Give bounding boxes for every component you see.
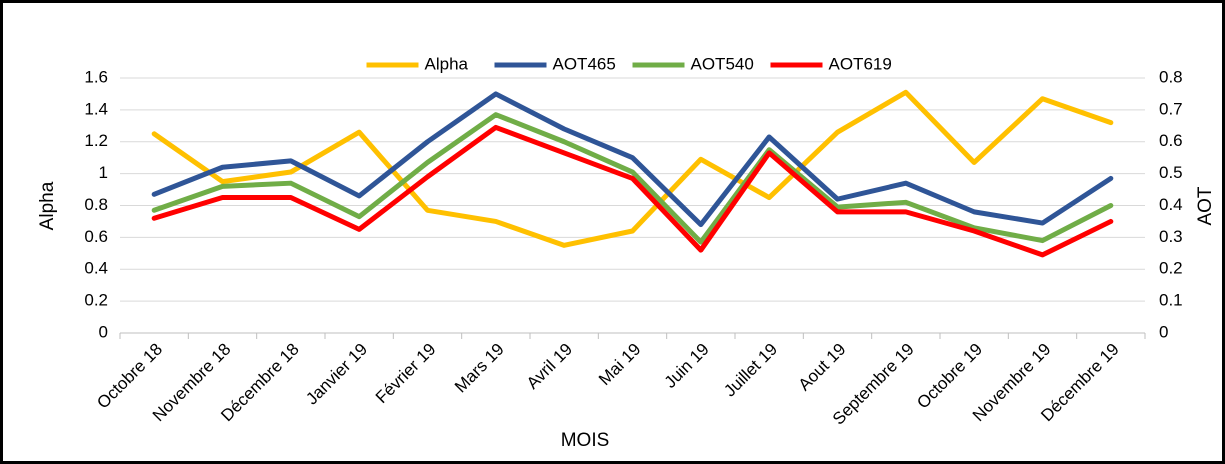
series-line bbox=[151, 112, 1114, 245]
y2-tick-label: 0.7 bbox=[1159, 99, 1183, 118]
series-line bbox=[151, 89, 1114, 248]
y2-axis-label: AOT bbox=[1195, 186, 1216, 225]
y2-tick-label: 0.8 bbox=[1159, 67, 1183, 86]
y-tick-label: 0.8 bbox=[84, 195, 108, 214]
y2-tick-label: 0.4 bbox=[1159, 195, 1183, 214]
y-tick-label: 1.6 bbox=[84, 67, 108, 86]
y-tick-label: 0.2 bbox=[84, 291, 108, 310]
y-tick-label: 0.6 bbox=[84, 227, 108, 246]
y-tick-label: 1 bbox=[99, 163, 108, 182]
y2-tick-label: 0 bbox=[1159, 322, 1168, 341]
y2-tick-label: 0.2 bbox=[1159, 259, 1183, 278]
y2-tick-label: 0.3 bbox=[1159, 227, 1183, 246]
legend-label: AOT465 bbox=[553, 54, 616, 73]
y2-tick-label: 0.5 bbox=[1159, 163, 1183, 182]
y2-tick-label: 0.6 bbox=[1159, 131, 1183, 150]
series-line bbox=[151, 91, 1114, 228]
legend-label: Alpha bbox=[425, 54, 469, 73]
y2-tick-label: 0.1 bbox=[1159, 291, 1183, 310]
y-axis-label: Alpha bbox=[37, 181, 58, 230]
y-tick-label: 0.4 bbox=[84, 259, 108, 278]
legend-label: AOT619 bbox=[829, 54, 892, 73]
x-axis-label: MOIS bbox=[561, 430, 610, 451]
y-tick-label: 1.4 bbox=[84, 99, 108, 118]
legend-label: AOT540 bbox=[691, 54, 754, 73]
y-tick-label: 1.2 bbox=[84, 131, 108, 150]
y-tick-label: 0 bbox=[99, 322, 108, 341]
series-line bbox=[151, 124, 1114, 258]
